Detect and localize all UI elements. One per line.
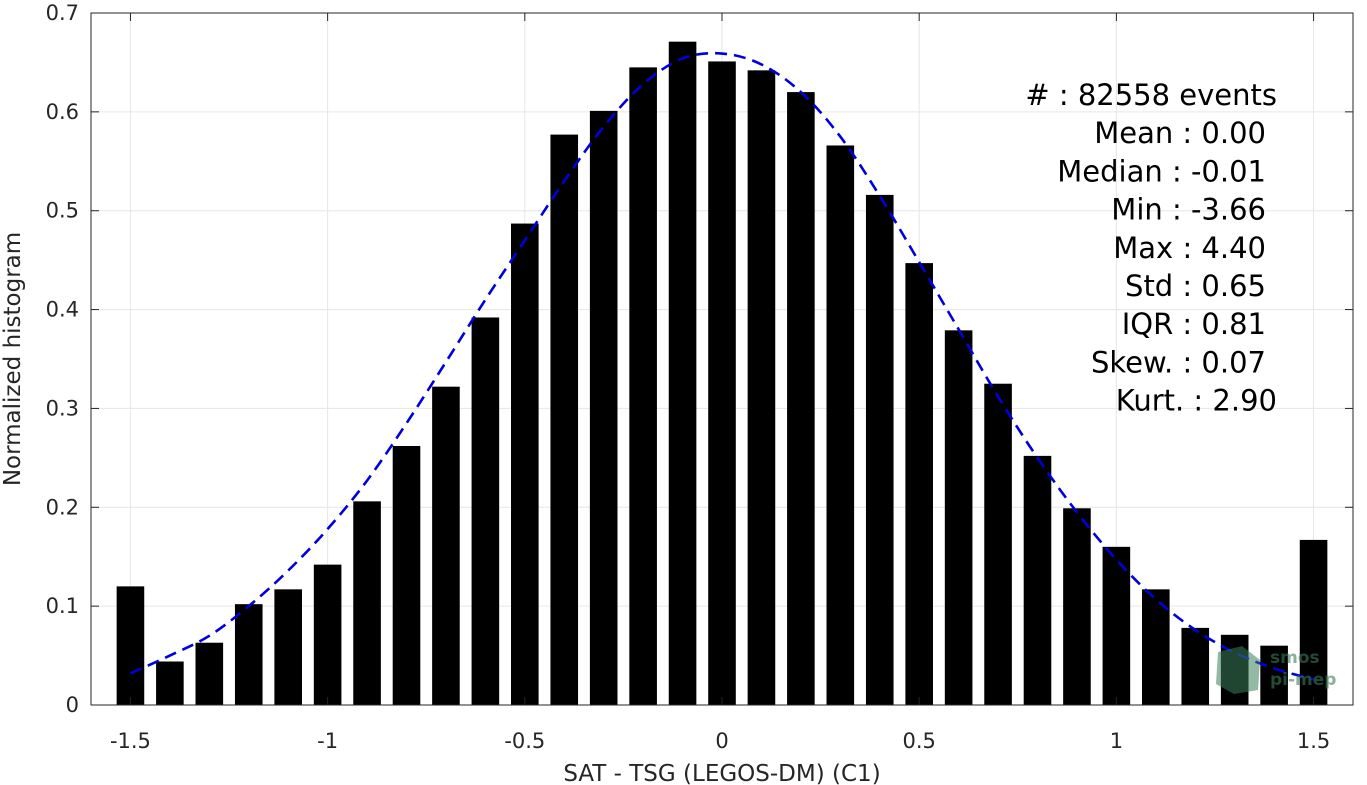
histogram-bar [392, 445, 421, 705]
x-tick-label: -1 [317, 729, 338, 753]
x-tick-label: 0 [715, 729, 728, 753]
stat-annotation: Mean : 0.00 [1094, 116, 1266, 150]
histogram-bar [589, 110, 618, 705]
histogram-bar [195, 642, 224, 705]
histogram-bar [1299, 539, 1328, 705]
histogram-bar [1102, 546, 1131, 705]
stat-annotation: Skew. : 0.07 [1091, 345, 1266, 379]
histogram-bar [944, 330, 973, 705]
stat-annotation: Median : -0.01 [1057, 154, 1266, 188]
stat-annotation: Std : 0.65 [1125, 269, 1266, 303]
histogram-bar [1023, 455, 1052, 705]
histogram-bar [629, 67, 657, 705]
fit-curve [129, 51, 1314, 681]
smos-pi-mep-logo: smos pi-mep [1216, 646, 1336, 694]
x-tick-label: -1.5 [110, 729, 151, 753]
histogram-bar [511, 223, 539, 705]
x-axis-label: SAT - TSG (LEGOS-DM) (C1) [563, 761, 880, 785]
histogram-bar [550, 134, 579, 705]
logo-icon [1216, 646, 1260, 694]
histogram-bar [1181, 627, 1210, 705]
histogram-bar [865, 194, 894, 705]
stat-annotation: IQR : 0.81 [1122, 307, 1266, 341]
histogram-bars [116, 41, 1328, 706]
y-tick-label: 0 [66, 693, 79, 717]
histogram-bar [156, 661, 184, 705]
histogram-bar [432, 386, 460, 705]
histogram-bar [274, 589, 302, 705]
histogram-bar [471, 317, 500, 705]
histogram-bar [984, 383, 1012, 705]
y-tick-label: 0.7 [46, 1, 79, 25]
x-tick-label: 1 [1110, 729, 1123, 753]
histogram-bar [905, 263, 933, 705]
histogram-bar [116, 586, 145, 705]
y-tick-label: 0.6 [46, 100, 79, 124]
histogram-bar [234, 604, 263, 705]
histogram-bar [708, 61, 736, 705]
y-tick-label: 0.2 [46, 495, 79, 519]
histogram-bar [668, 41, 697, 705]
stat-annotation: # : 82558 events [1025, 78, 1277, 112]
stat-annotation: Min : -3.66 [1111, 193, 1266, 227]
y-axis-label: Normalized histogram [0, 232, 26, 486]
stat-annotation: Max : 4.40 [1113, 231, 1266, 265]
histogram-bar [747, 70, 776, 705]
histogram-bar [1260, 645, 1288, 705]
histogram-bar [826, 145, 855, 705]
x-tick-label: -0.5 [504, 729, 545, 753]
stat-annotation: Kurt. : 2.90 [1116, 384, 1277, 418]
x-axis-ticks: -1.5 -1 -0.5 0 0.5 1 1.5 [110, 13, 1330, 753]
statistics-annotations: # : 82558 events Mean : 0.00 Median : -0.0… [1025, 78, 1277, 418]
y-tick-label: 0.5 [46, 199, 79, 223]
logo-text-line1: smos [1270, 648, 1320, 668]
y-tick-label: 0.3 [46, 396, 79, 420]
histogram-bar [353, 501, 381, 705]
histogram-bar [1063, 508, 1091, 705]
x-tick-label: 0.5 [902, 729, 935, 753]
x-tick-label: 1.5 [1297, 729, 1330, 753]
y-tick-label: 0.1 [46, 594, 79, 618]
histogram-bar [787, 92, 815, 706]
histogram-bar [313, 564, 342, 705]
y-tick-label: 0.4 [46, 298, 79, 322]
logo-text-line2: pi-mep [1270, 670, 1336, 690]
y-axis-ticks: 0 0.1 0.2 0.3 0.4 0.5 0.6 0.7 [46, 1, 1353, 717]
